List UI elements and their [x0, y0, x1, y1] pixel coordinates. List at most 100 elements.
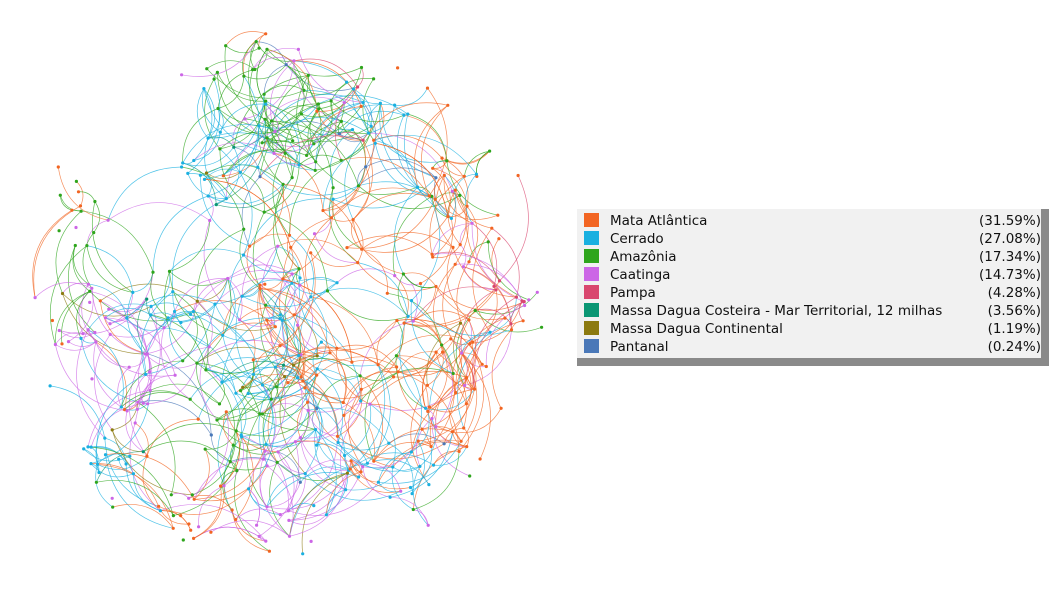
- network-edge: [169, 271, 223, 336]
- network-edge: [279, 252, 316, 346]
- network-node: [521, 319, 525, 323]
- network-node: [269, 119, 274, 123]
- network-edge: [76, 181, 84, 207]
- network-edge: [240, 171, 265, 213]
- network-node: [260, 412, 264, 416]
- network-node: [460, 351, 464, 355]
- network-nodes: [33, 32, 544, 556]
- network-node: [331, 186, 335, 190]
- network-node: [335, 346, 339, 350]
- network-edge: [398, 371, 460, 452]
- network-edge: [192, 278, 228, 312]
- network-node: [345, 246, 349, 250]
- network-edge: [112, 504, 174, 529]
- network-node: [306, 408, 310, 412]
- network-node: [207, 345, 211, 349]
- network-edge: [93, 341, 122, 408]
- network-edge: [61, 290, 90, 344]
- network-node: [33, 296, 37, 300]
- network-edge: [312, 341, 322, 376]
- network-node: [316, 102, 320, 106]
- network-node: [215, 418, 219, 422]
- network-node: [395, 365, 399, 369]
- network-edge: [300, 466, 349, 483]
- network-edge: [196, 362, 236, 462]
- network-node: [287, 233, 292, 237]
- network-node: [296, 47, 300, 52]
- network-edge: [403, 273, 418, 322]
- network-node: [125, 316, 129, 320]
- network-node: [197, 525, 201, 529]
- network-node: [103, 316, 108, 320]
- network-node: [190, 493, 194, 497]
- network-edge: [390, 431, 453, 498]
- network-edge: [187, 173, 227, 199]
- network-edge: [243, 33, 266, 77]
- network-node: [514, 295, 519, 299]
- network-node: [331, 197, 335, 201]
- network-edge: [359, 320, 414, 376]
- network-edge: [266, 319, 331, 354]
- network-edge: [259, 374, 318, 415]
- network-node: [57, 328, 61, 333]
- network-edge: [350, 460, 359, 478]
- network-node: [292, 59, 296, 63]
- network-edge: [112, 402, 139, 431]
- network-node: [359, 470, 363, 474]
- network-edge: [196, 340, 302, 364]
- network-edge: [243, 64, 287, 80]
- network-edge: [196, 228, 244, 302]
- network-node: [345, 80, 349, 84]
- network-edge: [271, 105, 319, 122]
- network-edge: [196, 362, 261, 414]
- network-node: [396, 66, 400, 70]
- network-node: [376, 480, 380, 484]
- network-edge: [262, 378, 306, 389]
- network-edge: [192, 430, 237, 496]
- network-node: [265, 464, 269, 468]
- network-edge: [299, 282, 338, 355]
- network-edge: [411, 195, 441, 301]
- network-edge: [411, 300, 512, 336]
- network-node: [82, 447, 86, 451]
- network-node: [461, 265, 465, 269]
- legend-swatch: [584, 213, 599, 227]
- network-edge: [105, 317, 176, 376]
- network-edge: [301, 113, 353, 133]
- network-edge: [279, 278, 318, 370]
- network-edge: [352, 219, 404, 275]
- network-edge: [396, 366, 453, 433]
- network-node: [103, 436, 107, 440]
- network-edge: [357, 262, 409, 317]
- network-edge: [339, 132, 369, 139]
- network-edge: [429, 331, 491, 408]
- network-edge: [362, 102, 377, 167]
- network-node: [315, 373, 319, 377]
- network-edge: [105, 317, 127, 322]
- network-node: [356, 85, 360, 89]
- network-node: [81, 332, 85, 336]
- network-edge: [396, 320, 404, 356]
- network-edge: [180, 278, 229, 323]
- network-edge: [511, 320, 524, 330]
- network-edge: [499, 175, 529, 282]
- network-node: [215, 70, 219, 74]
- network-edge: [276, 386, 316, 430]
- network-edge: [187, 173, 227, 199]
- network-node: [497, 279, 502, 283]
- network-node: [86, 328, 90, 332]
- network-edge: [352, 192, 436, 220]
- network-edge: [394, 275, 409, 324]
- network-edge: [242, 41, 257, 77]
- network-edge: [68, 245, 96, 333]
- network-edge: [216, 359, 254, 421]
- legend-label: Pantanal: [610, 339, 669, 355]
- network-node: [60, 342, 64, 346]
- network-node: [474, 172, 478, 176]
- network-edge: [206, 68, 305, 99]
- network-edge: [394, 275, 421, 286]
- network-edge: [447, 189, 461, 245]
- network-edge: [62, 293, 152, 317]
- network-node: [299, 375, 303, 379]
- network-node: [503, 316, 507, 320]
